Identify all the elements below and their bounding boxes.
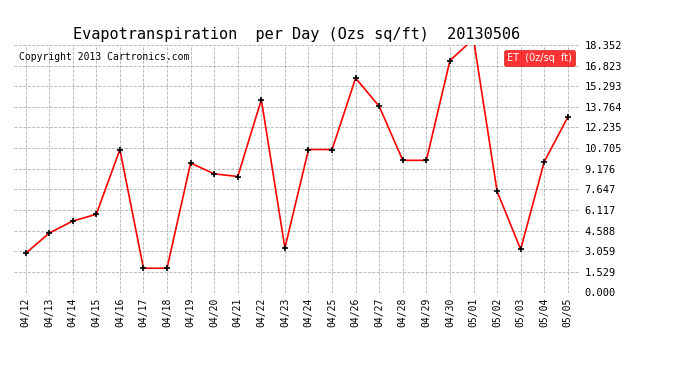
Legend: ET  (0z/sq  ft): ET (0z/sq ft) [504, 50, 575, 66]
Title: Evapotranspiration  per Day (Ozs sq/ft)  20130506: Evapotranspiration per Day (Ozs sq/ft) 2… [73, 27, 520, 42]
Text: Copyright 2013 Cartronics.com: Copyright 2013 Cartronics.com [19, 53, 190, 62]
